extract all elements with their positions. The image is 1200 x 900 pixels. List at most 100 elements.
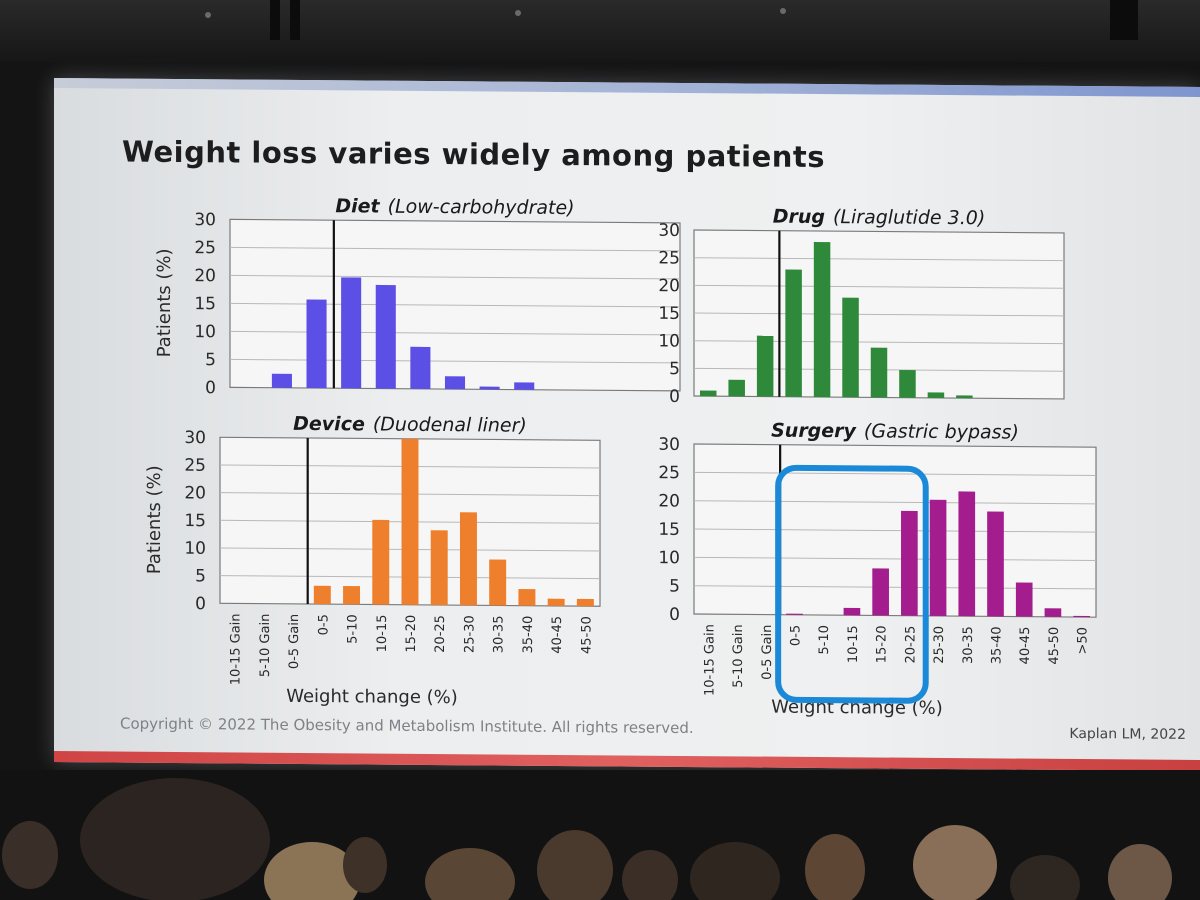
x-category-label: 45-50 (1047, 627, 1062, 665)
y-tick-label: 5 (205, 350, 216, 370)
y-tick-label: 5 (669, 576, 680, 596)
bar-device-9 (489, 559, 507, 606)
y-tick-label: 10 (184, 539, 206, 559)
y-tick-label: 15 (658, 520, 680, 540)
bar-drug-1 (728, 379, 745, 397)
gridline (694, 528, 1096, 533)
x-category-label: 5-10 (346, 614, 361, 644)
y-tick-label: 20 (658, 276, 680, 296)
x-category-label: 40-45 (550, 616, 565, 654)
y-tick-label: 15 (194, 294, 216, 314)
y-tick-label: 25 (194, 238, 216, 258)
bar-device-11 (547, 598, 565, 607)
highlight-box (775, 464, 929, 704)
audience-head (537, 830, 613, 900)
bar-surgery-6 (872, 568, 889, 616)
ceiling-vent (290, 0, 300, 40)
ceiling-light (205, 12, 211, 18)
bar-drug-4 (813, 242, 831, 398)
y-tick-label: 5 (195, 566, 206, 586)
audience-head (622, 850, 678, 900)
x-category-label: 5-10 (817, 625, 832, 655)
y-tick-label: 10 (658, 331, 680, 351)
chart-title: Diet (Low-carbohydrate) (335, 195, 574, 219)
bar-diet-4 (375, 284, 396, 389)
bar-surgery-3 (786, 613, 803, 615)
ceiling-light (515, 10, 521, 16)
audience-head (805, 834, 865, 900)
x-category-label: 20-25 (903, 626, 918, 664)
y-axis-label: Patients (%) (144, 465, 165, 574)
gridline (230, 330, 680, 336)
chart-title-italic: (Gastric bypass) (864, 420, 1019, 443)
bar-drug-5 (842, 297, 859, 398)
bar-surgery-10 (987, 511, 1004, 617)
slide-top-band (54, 78, 1200, 98)
bar-device-5 (372, 519, 390, 605)
chart-title: Surgery (Gastric bypass) (771, 420, 1019, 444)
y-tick-label: 15 (658, 304, 680, 324)
bar-device-12 (576, 598, 594, 607)
bar-device-7 (430, 530, 448, 606)
bar-device-4 (343, 586, 361, 605)
gridline (694, 556, 1096, 562)
bar-surgery-8 (929, 499, 947, 617)
x-axis-label: Weight change (%) (286, 686, 458, 708)
bar-surgery-9 (958, 491, 976, 617)
chart-title-bold: Surgery (771, 420, 857, 443)
y-tick-label: 20 (658, 491, 680, 511)
x-category-label: 15-20 (875, 625, 890, 663)
bar-drug-0 (699, 390, 717, 397)
bar-surgery-5 (843, 607, 861, 616)
bar-diet-6 (444, 376, 466, 390)
y-axis-label: Patients (%) (154, 248, 175, 357)
x-category-label: 25-30 (932, 626, 947, 664)
ceiling-vent (270, 0, 280, 40)
x-category-label: >50 (1076, 627, 1091, 655)
x-category-label: 20-25 (433, 615, 448, 653)
x-category-label: 15-20 (404, 615, 419, 653)
y-tick-label: 25 (184, 456, 206, 476)
bar-diet-8 (514, 382, 535, 390)
citation-text: Kaplan LM, 2022 (1069, 725, 1186, 743)
slide-bottom-band (54, 751, 1200, 772)
x-category-label: 0-5 Gain (760, 625, 775, 680)
gridline (230, 358, 680, 364)
chart-title-italic: (Duodenal liner) (373, 414, 527, 437)
bar-diet-1 (271, 373, 292, 388)
gridline (694, 471, 1096, 477)
slide-title: Weight loss varies widely among patients (122, 134, 826, 175)
bar-surgery-7 (901, 510, 918, 616)
bar-surgery-11 (1015, 582, 1033, 617)
bar-device-8 (459, 512, 477, 606)
audience-head (2, 821, 58, 889)
y-tick-label: 25 (658, 463, 680, 483)
x-category-label: 0-5 (789, 625, 804, 646)
gridline (230, 274, 680, 280)
ceiling-vent (1110, 0, 1138, 40)
audience-head (80, 778, 270, 900)
y-tick-label: 30 (658, 221, 680, 241)
audience-head (1010, 855, 1080, 900)
gridline (694, 312, 1064, 317)
bar-device-10 (518, 589, 536, 606)
y-tick-label: 5 (669, 359, 680, 379)
chart-diet: 0 5 10 15 20 25 30 Diet (Low-carbohydrate) Patien… (154, 195, 681, 398)
chart-title: Drug (Liraglutide 3.0) (773, 206, 986, 230)
audience-head (343, 837, 387, 893)
x-category-label: 10-15 (846, 625, 861, 663)
x-category-label: 10-15 Gain (229, 613, 244, 685)
copyright-text: Copyright © 2022 The Obesity and Metabol… (120, 714, 694, 738)
x-category-label: 10-15 (375, 615, 390, 653)
bar-surgery-13 (1073, 615, 1090, 618)
y-tick-label: 10 (658, 548, 680, 568)
y-tick-label: 20 (194, 266, 216, 286)
y-tick-label: 0 (669, 605, 680, 625)
x-category-label: 45-50 (579, 616, 594, 654)
y-tick-label: 30 (194, 210, 216, 230)
ceiling-light (780, 8, 786, 14)
bar-drug-9 (956, 395, 973, 399)
audience-silhouettes (0, 770, 1200, 900)
x-category-label: 30-35 (492, 615, 507, 653)
gridline (694, 284, 1064, 289)
